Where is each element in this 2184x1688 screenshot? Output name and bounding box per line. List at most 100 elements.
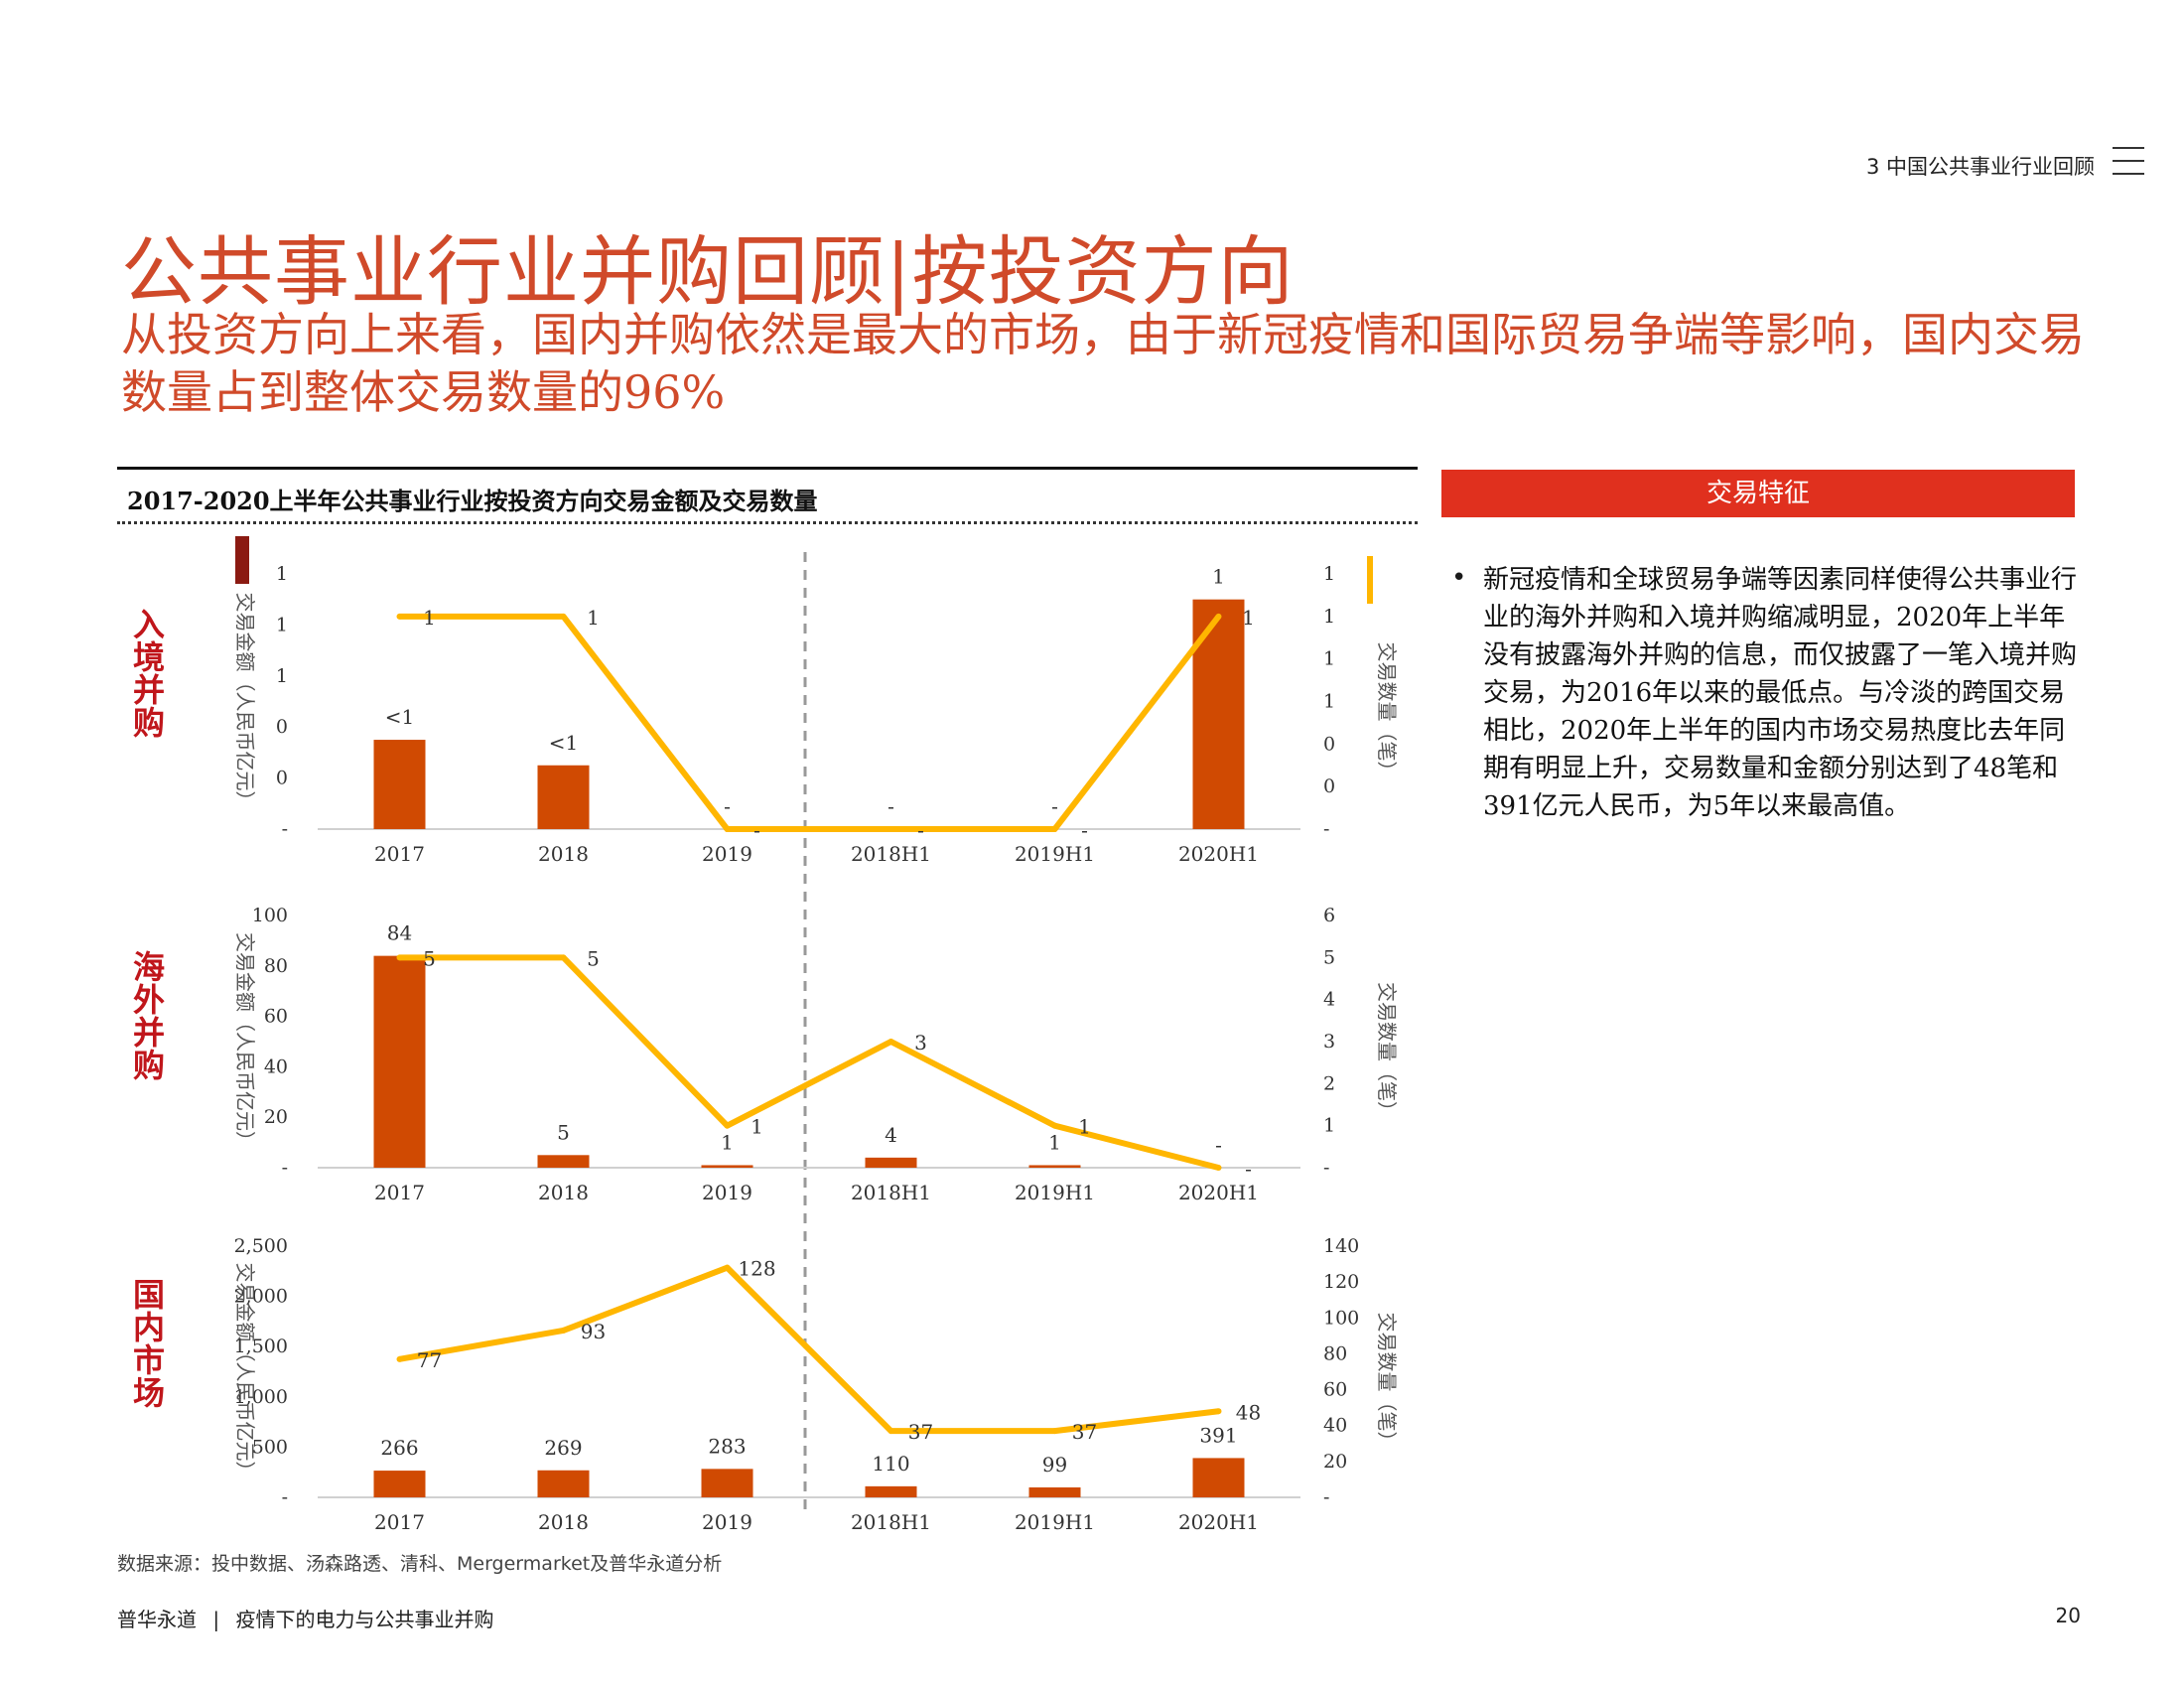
y2-tick-label: 140 (1323, 1235, 1359, 1257)
y2-tick-label: 1 (1323, 691, 1335, 713)
line-series (399, 954, 1220, 1171)
y-tick-label: 20 (264, 1106, 288, 1128)
line-point (724, 1122, 731, 1129)
y2-tick-label: 2 (1323, 1072, 1335, 1094)
bar-value-label: - (1051, 794, 1058, 818)
line-point (560, 613, 567, 620)
line-value-label: 77 (417, 1348, 442, 1372)
y-tick-label: 1,000 (234, 1386, 288, 1408)
y2-tick-label: 1 (1323, 606, 1335, 628)
y-tick-label: 1 (276, 563, 288, 585)
bar (701, 1469, 753, 1497)
page-subtitle: 从投资方向上来看，国内并购依然是最大的市场，由于新冠疫情和国际贸易争端等影响，国… (121, 308, 2085, 419)
bar (373, 955, 426, 1168)
chart-header: 2017-2020上半年公共事业行业按投资方向交易金额及交易数量 (117, 467, 1418, 524)
y-tick-label: 0 (276, 716, 288, 738)
row-label: 国内市场 (133, 1276, 165, 1412)
line-series (398, 1264, 1219, 1435)
y-tick-label: 100 (252, 905, 288, 926)
y-tick-label: 40 (264, 1055, 288, 1077)
footer-report: 疫情下的电力与公共事业并购 (235, 1608, 494, 1631)
category-label: 2019H1 (1015, 1181, 1095, 1204)
y-tick-label: - (282, 818, 288, 840)
y2-tick-label: 20 (1323, 1451, 1347, 1473)
category-label: 2019 (702, 1181, 752, 1204)
line-value-label: 5 (423, 946, 436, 970)
chart-title: 2017-2020上半年公共事业行业按投资方向交易金额及交易数量 (127, 487, 818, 515)
bar (1192, 1458, 1245, 1497)
y-tick-label: 0 (276, 768, 288, 789)
y-axis-title: 交易金额（人民币亿元） (233, 932, 257, 1151)
category-label: 2018 (538, 1181, 589, 1204)
y2-tick-label: 1 (1323, 648, 1335, 670)
legend-bar-swatch (235, 536, 249, 584)
category-label: 2018H1 (851, 1510, 931, 1534)
category-label: 2020H1 (1178, 1510, 1259, 1534)
section-label: 3 中国公共事业行业回顾 (1865, 155, 2095, 179)
line-point (887, 1428, 894, 1435)
line-value-label: - (1245, 1157, 1252, 1181)
line-point (1051, 1428, 1058, 1435)
line-point (1215, 613, 1222, 620)
y-tick-label: 500 (252, 1436, 288, 1458)
bar-value-label: 1 (721, 1130, 734, 1154)
line-value-label: 1 (751, 1115, 763, 1139)
y2-tick-label: 0 (1323, 733, 1335, 755)
line-value-label: 37 (908, 1420, 933, 1444)
line-value-label: - (917, 818, 924, 842)
bar-value-label: 5 (557, 1120, 570, 1144)
y2-tick-label: 80 (1323, 1342, 1347, 1364)
line-point (1215, 1408, 1222, 1415)
line-point (724, 1264, 731, 1271)
category-label: 2020H1 (1178, 1181, 1259, 1204)
category-label: 2018 (538, 842, 589, 866)
bar-value-label: 4 (885, 1123, 897, 1147)
legend-line-swatch (1367, 556, 1373, 604)
line-point (560, 954, 567, 961)
line-point (1215, 1165, 1222, 1171)
y-tick-label: 2,000 (234, 1286, 288, 1308)
bar-value-label: 269 (544, 1436, 582, 1460)
bar (1028, 1165, 1081, 1168)
y2-tick-label: - (1323, 818, 1329, 840)
y-tick-label: 1 (276, 665, 288, 687)
line-series (399, 613, 1221, 832)
bullet-text: 新冠疫情和全球贸易争端等因素同样使得公共事业行业的海外并购和入境并购缩减明显，2… (1483, 565, 2078, 821)
bar-value-label: 84 (387, 921, 412, 945)
bar (865, 1157, 917, 1168)
line-value-label: 128 (738, 1257, 775, 1281)
category-label: 2018H1 (851, 842, 931, 866)
y2-axis-title: 交易数量（笔） (1375, 982, 1399, 1121)
y-tick-label: - (282, 1486, 288, 1508)
line-point (887, 826, 894, 832)
y2-tick-label: 5 (1323, 946, 1335, 968)
bar (373, 1471, 426, 1497)
bar (1192, 599, 1245, 829)
line-point (396, 1355, 403, 1362)
y2-tick-label: 1 (1323, 563, 1335, 585)
category-label: 2018H1 (851, 1181, 931, 1204)
bar-value-label: 283 (708, 1434, 746, 1458)
y-tick-label: 60 (264, 1006, 288, 1028)
line-point (396, 954, 403, 961)
y-axis-title: 交易金额（人民币亿元） (233, 593, 257, 811)
menu-icon[interactable] (2113, 147, 2144, 177)
y2-tick-label: 60 (1323, 1379, 1347, 1401)
y2-tick-label: 4 (1323, 989, 1335, 1011)
line-point (1051, 1122, 1058, 1129)
line-value-label: 1 (423, 606, 436, 630)
bar-value-label: 110 (872, 1452, 909, 1476)
source-note: 数据来源：投中数据、汤森路透、清科、Mergermarket及普华永道分析 (117, 1553, 723, 1575)
bar-value-label: <1 (549, 731, 578, 755)
bar-value-label: - (1215, 1133, 1222, 1157)
bar (373, 740, 426, 829)
y2-tick-label: 0 (1323, 775, 1335, 797)
y2-axis-title: 交易数量（笔） (1375, 642, 1399, 781)
bar (1028, 1486, 1081, 1497)
y-tick-label: 1,500 (234, 1336, 288, 1357)
y2-tick-label: - (1323, 1157, 1329, 1179)
bar (537, 1470, 590, 1497)
bar-value-label: 266 (380, 1436, 418, 1460)
y-tick-label: 80 (264, 955, 288, 977)
